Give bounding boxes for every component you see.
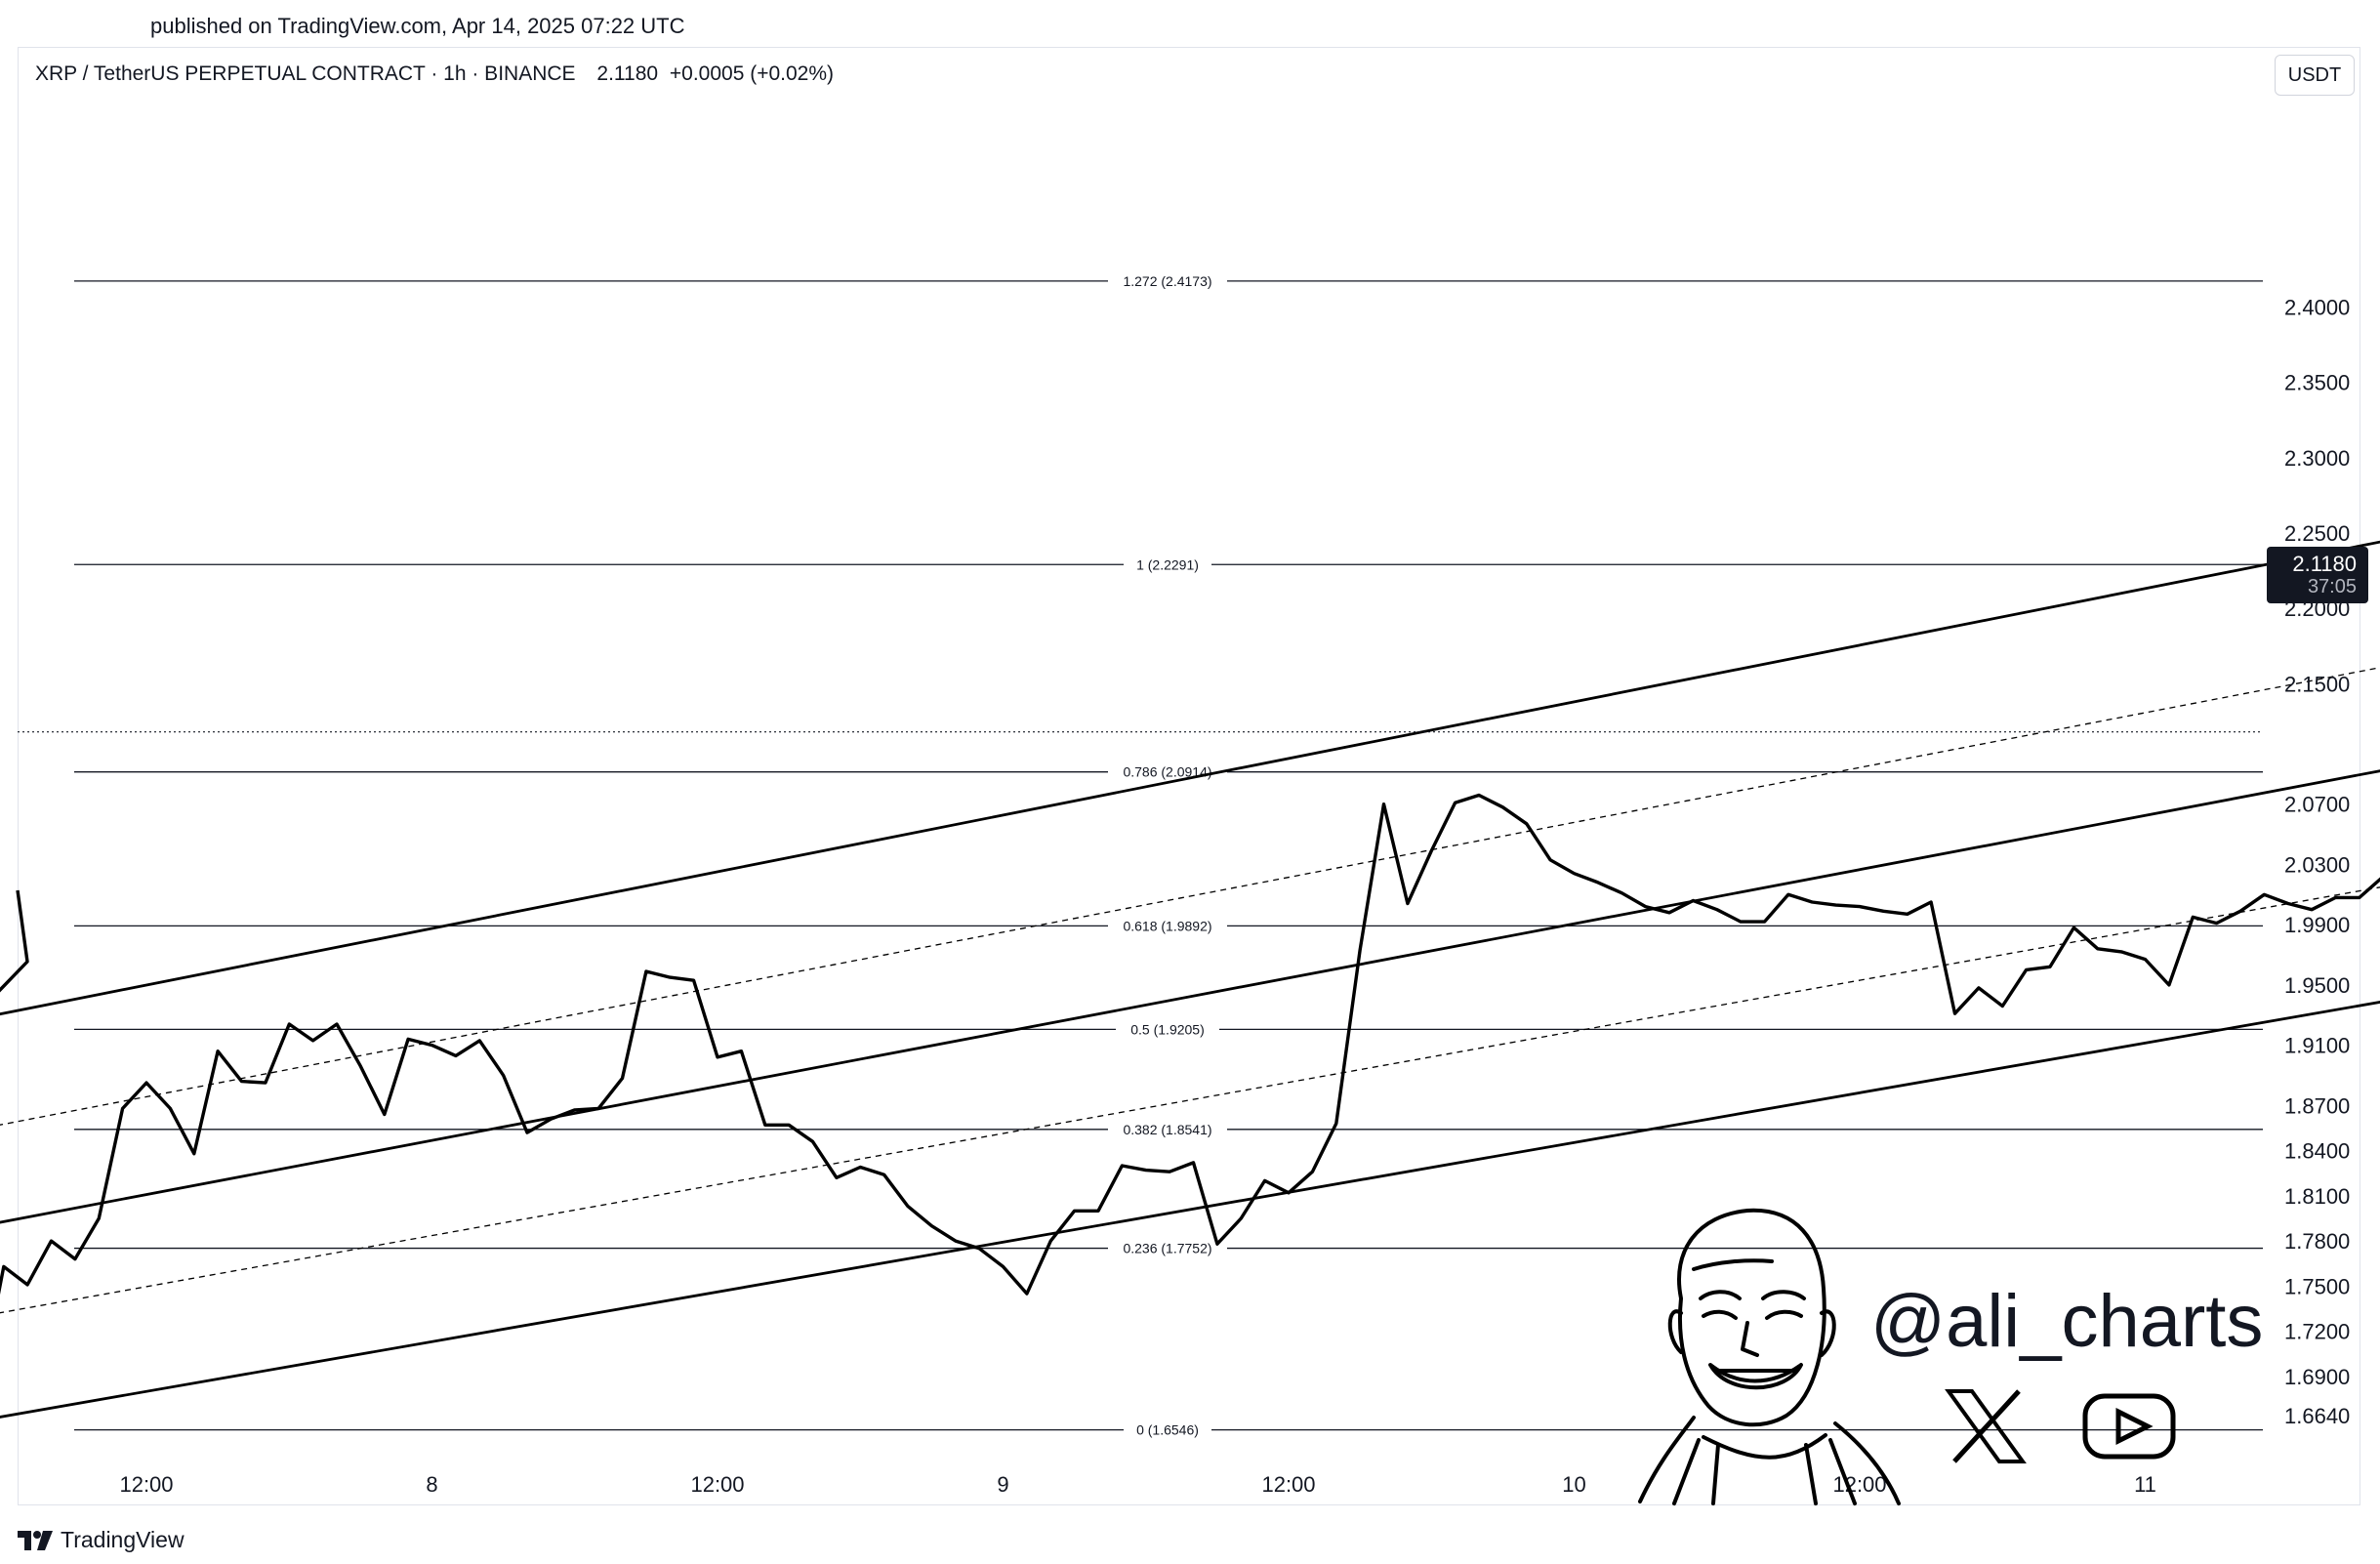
tradingview-logo[interactable]: TradingView	[18, 1527, 185, 1553]
fib-level-label: 0 (1.6546)	[1136, 1422, 1199, 1438]
channel-boundary-line	[0, 769, 2380, 1224]
x-axis-tick-label: 12:00	[690, 1472, 744, 1497]
y-axis-tick-label: 1.7500	[2284, 1274, 2350, 1298]
fib-level-label: 1 (2.2291)	[1136, 556, 1199, 572]
y-axis: 2.40002.35002.30002.25002.20002.15002.07…	[2284, 296, 2350, 1429]
fib-label-bg	[1108, 1120, 1227, 1138]
last-price-value: 2.1180	[596, 62, 659, 85]
x-axis-tick-label: 9	[997, 1472, 1008, 1497]
y-axis-tick-label: 1.7200	[2284, 1320, 2350, 1344]
currency-button[interactable]: USDT	[2275, 55, 2355, 96]
fib-label-bg	[1124, 556, 1211, 574]
x-logo-icon	[1945, 1389, 2027, 1463]
x-axis: 12:00812:00912:001012:001112:001212:0013…	[119, 1472, 2156, 1497]
x-axis-tick-label: 11	[2134, 1472, 2156, 1497]
y-axis-tick-label: 1.6900	[2284, 1365, 2350, 1389]
fib-label-bg	[1116, 1020, 1219, 1039]
x-axis-tick-label: 12:00	[119, 1472, 173, 1497]
fib-label-bg	[1108, 1239, 1227, 1257]
symbol-info-bar[interactable]: XRP / TetherUS PERPETUAL CONTRACT · 1h ·…	[31, 62, 844, 86]
x-axis-tick-label: 10	[1562, 1472, 1585, 1497]
y-axis-tick-label: 1.8400	[2284, 1139, 2350, 1164]
channel-midline-dashed	[0, 886, 2380, 1314]
y-axis-tick-label: 1.8700	[2284, 1093, 2350, 1118]
y-axis-tick-label: 1.9500	[2284, 973, 2350, 998]
y-axis-tick-label: 1.9900	[2284, 913, 2350, 937]
fib-level-label: 0.5 (1.9205)	[1130, 1021, 1205, 1037]
x-axis-tick-label: 12:00	[1261, 1472, 1315, 1497]
symbol-title: XRP / TetherUS PERPETUAL CONTRACT · 1h ·…	[35, 62, 576, 85]
channel-boundary-line	[0, 540, 2380, 1016]
y-axis-tick-label: 2.4000	[2284, 296, 2350, 320]
price-change-value: +0.0005 (+0.02%)	[669, 62, 835, 85]
y-axis-tick-label: 2.1500	[2284, 672, 2350, 696]
y-axis-tick-label: 2.0700	[2284, 793, 2350, 817]
fib-level-label: 0.382 (1.8541)	[1123, 1122, 1211, 1137]
parallel-channel	[0, 540, 2380, 1419]
cartoon-face-icon	[1638, 1208, 1901, 1505]
tradingview-logo-icon	[18, 1530, 53, 1550]
y-axis-tick-label: 2.3000	[2284, 446, 2350, 471]
watermark-handle: @ali_charts	[1870, 1280, 2264, 1363]
chart-frame	[18, 47, 2360, 1505]
y-axis-tick-label: 2.3500	[2284, 371, 2350, 395]
published-caption: published on TradingView.com, Apr 14, 20…	[150, 14, 685, 38]
y-axis-tick-label: 1.8100	[2284, 1184, 2350, 1209]
current-price-badge: 2.1180 37:05	[2267, 547, 2368, 603]
fib-label-bg	[1108, 917, 1227, 935]
x-axis-tick-label: 12:00	[1832, 1472, 1886, 1497]
y-axis-tick-label: 1.6640	[2284, 1404, 2350, 1428]
youtube-icon	[2082, 1393, 2176, 1460]
fib-level-label: 1.272 (2.4173)	[1123, 273, 1211, 289]
fib-level-label: 0.618 (1.9892)	[1123, 918, 1211, 933]
y-axis-tick-label: 2.0300	[2284, 852, 2350, 877]
y-axis-tick-label: 1.9100	[2284, 1034, 2350, 1058]
fib-level-label: 0.786 (2.0914)	[1123, 764, 1211, 780]
y-axis-tick-label: 2.2500	[2284, 521, 2350, 546]
bar-countdown-label: 37:05	[2307, 576, 2357, 598]
fib-label-bg	[1108, 271, 1227, 290]
x-axis-tick-label: 8	[426, 1472, 437, 1497]
fib-level-label: 0.236 (1.7752)	[1123, 1241, 1211, 1256]
y-axis-tick-label: 1.7800	[2284, 1229, 2350, 1254]
channel-midline-dashed	[0, 667, 2380, 1126]
current-price-label: 2.1180	[2292, 551, 2357, 576]
price-series-line	[0, 793, 2380, 1296]
fib-label-bg	[1124, 1420, 1211, 1439]
channel-boundary-line	[0, 1001, 2380, 1419]
tradingview-brand-label: TradingView	[61, 1527, 185, 1552]
